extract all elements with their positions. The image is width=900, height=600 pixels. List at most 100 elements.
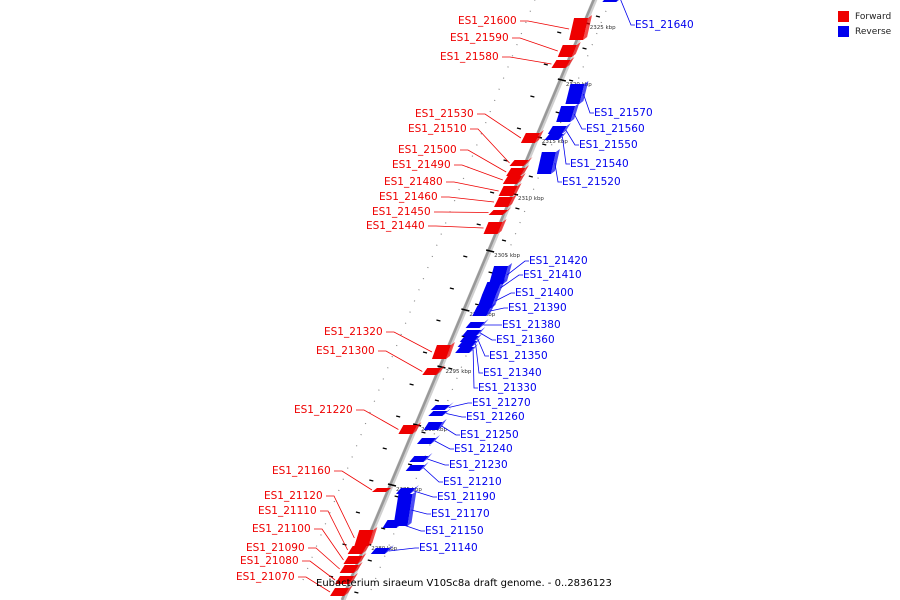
reverse-gene-block	[602, 0, 618, 2]
reverse-gene-label: ES1_21400	[515, 287, 574, 299]
reverse-gene-label: ES1_21560	[586, 123, 645, 135]
reverse-gene-block-side	[579, 81, 589, 104]
kbp-tick	[557, 78, 567, 82]
kbp-tick	[485, 249, 495, 253]
reverse-gene-label: ES1_21360	[496, 334, 555, 346]
forward-gene-block	[335, 576, 355, 584]
reverse-gene-leader	[500, 274, 523, 289]
forward-gene-block	[343, 556, 363, 564]
forward-gene-block-side	[534, 130, 544, 143]
reverse-gene-label: ES1_21270	[472, 397, 531, 409]
kbp-label: 2315 kbp	[542, 139, 568, 145]
reverse-gene-leader	[565, 129, 579, 146]
reverse-gene-label: ES1_21390	[508, 302, 567, 314]
forward-gene-label: ES1_21220	[294, 404, 353, 416]
reverse-gene-block-side	[419, 462, 429, 471]
forward-gene-leader	[502, 56, 552, 65]
forward-gene-label: ES1_21120	[264, 490, 323, 502]
reverse-gene-block	[477, 294, 497, 308]
minor-tick	[381, 527, 386, 530]
minor-tick	[542, 143, 547, 146]
forward-gene-leader	[441, 196, 495, 203]
reverse-gene-block-side	[558, 131, 568, 140]
reverse-gene-leader	[423, 467, 443, 483]
forward-gene-block-side	[344, 585, 354, 596]
legend: Forward Reverse	[838, 9, 891, 39]
reverse-gene-label: ES1_21250	[460, 429, 519, 441]
forward-gene-leader	[302, 560, 336, 581]
kbp-tick	[461, 308, 470, 312]
forward-gene-leader	[512, 37, 558, 52]
forward-gene-label: ES1_21300	[316, 345, 375, 357]
reverse-gene-label: ES1_21570	[594, 107, 653, 119]
reverse-gene-block-side	[437, 419, 447, 430]
reverse-gene-leader	[388, 547, 419, 552]
forward-gene-label: ES1_21460	[379, 191, 438, 203]
forward-gene-label: ES1_21530	[415, 108, 474, 120]
forward-gene-leader	[470, 128, 510, 164]
reverse-gene-block-side	[479, 319, 489, 328]
reverse-gene-leader	[554, 162, 562, 183]
reverse-gene-block-side	[496, 279, 506, 294]
minor-tick	[354, 591, 359, 594]
forward-gene-leader	[386, 331, 433, 353]
minor-tick	[407, 463, 413, 466]
minor-tick	[501, 239, 507, 242]
forward-gene-label: ES1_21600	[458, 15, 517, 27]
minor-tick	[409, 383, 414, 386]
forward-gene-leader	[298, 576, 331, 593]
reverse-gene-leader	[620, 0, 635, 26]
reverse-gene-leader	[413, 490, 437, 498]
forward-gene-block	[569, 18, 589, 40]
reverse-gene-block-side	[550, 149, 560, 174]
reverse-gene-block-side	[473, 333, 483, 342]
reverse-gene-block-side	[561, 123, 571, 134]
minor-tick	[530, 95, 535, 98]
reverse-gene-label: ES1_21550	[579, 139, 638, 151]
forward-gene-block-side	[361, 543, 371, 554]
minor-tick	[396, 415, 401, 418]
forward-gene-block-side	[502, 207, 512, 215]
reverse-gene-block-side	[384, 545, 394, 554]
reverse-gene-leader	[400, 523, 425, 532]
forward-gene-label: ES1_21580	[440, 51, 499, 63]
forward-gene-block	[509, 160, 529, 166]
forward-gene-block-side	[349, 573, 359, 584]
reverse-gene-block	[393, 494, 413, 526]
reverse-gene-leader	[562, 136, 570, 165]
reverse-gene-block	[536, 152, 556, 174]
reverse-gene-block-side	[396, 517, 406, 528]
reverse-gene-leader	[411, 509, 431, 515]
reverse-gene-block	[428, 411, 448, 416]
forward-gene-block-side	[571, 42, 581, 57]
forward-gene-label: ES1_21320	[324, 326, 383, 338]
forward-gene-block	[502, 176, 522, 184]
minor-tick	[582, 47, 587, 50]
forward-gene-block	[398, 425, 418, 434]
reverse-gene-block-side	[570, 103, 580, 122]
minor-tick	[595, 15, 601, 18]
reverse-gene-label: ES1_21230	[449, 459, 508, 471]
forward-gene-leader	[320, 510, 349, 551]
legend-label-reverse: Reverse	[855, 26, 892, 37]
forward-gene-block	[506, 168, 526, 176]
forward-gene-block-side	[512, 183, 522, 196]
reverse-gene-leader	[448, 402, 472, 408]
reverse-gene-label: ES1_21340	[483, 367, 542, 379]
reverse-gene-block-side	[503, 263, 513, 284]
forward-gene-block	[330, 588, 350, 596]
reverse-gene-block	[465, 322, 485, 328]
reverse-gene-block	[565, 84, 585, 104]
forward-gene-block-side	[583, 15, 593, 40]
reverse-gene-block	[489, 266, 509, 284]
forward-gene-leader	[434, 211, 489, 213]
minor-tick	[434, 399, 440, 402]
minor-tick	[421, 431, 426, 434]
minor-tick	[488, 271, 493, 274]
reverse-gene-block-side	[423, 453, 433, 462]
forward-gene-block-side	[436, 365, 446, 375]
reverse-gene-leader	[434, 440, 454, 450]
forward-gene-block	[371, 488, 391, 492]
